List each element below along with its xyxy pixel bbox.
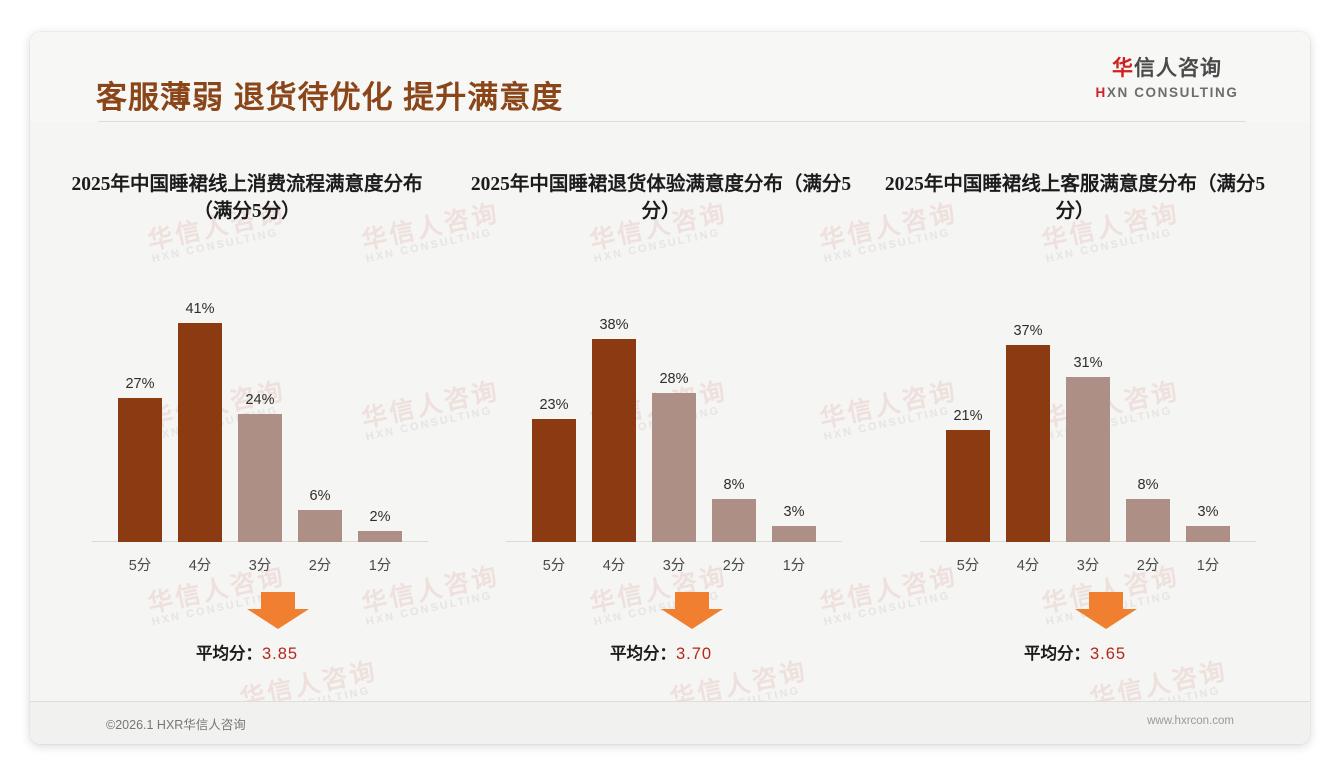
chart-title: 2025年中国睡裙退货体验满意度分布（满分5分）	[470, 174, 852, 222]
bar	[1126, 499, 1170, 542]
bar-value-label: 8%	[723, 477, 745, 493]
category-label: 5分	[542, 558, 566, 574]
bar-plot-area: 27% 5分 41% 4分 24% 3分 6% 2分 2% 1分	[92, 301, 428, 574]
category-label: 2分	[1136, 558, 1160, 574]
average-label: 平均分：	[1023, 645, 1090, 663]
bar	[358, 531, 402, 542]
bar-value-label: 38%	[599, 317, 629, 333]
bar-value-label: 2%	[369, 509, 391, 525]
bar	[652, 393, 696, 542]
category-label: 3分	[248, 558, 272, 574]
bar-group: 21% 5分	[938, 302, 998, 574]
bar-value-label: 27%	[125, 376, 155, 392]
average-score: 平均分：3.65	[876, 640, 1274, 664]
bar	[592, 339, 636, 542]
chart-panel-service: 2025年中国睡裙线上客服满意度分布（满分5分） 21% 5分 37% 4分 31% 3分…	[876, 172, 1274, 672]
header-divider	[98, 121, 1246, 122]
bar-value-label: 41%	[185, 301, 215, 317]
bar	[1006, 345, 1050, 542]
copyright-text: ©2026.1 HXR华信人咨询	[106, 718, 246, 732]
category-label: 2分	[308, 558, 332, 574]
bar-value-label: 21%	[953, 408, 983, 424]
bar	[532, 419, 576, 542]
slide-header: 客服薄弱 退货待优化 提升满意度 华信人咨询 HXN CONSULTING	[30, 32, 1310, 122]
category-label: 1分	[368, 558, 392, 574]
bar	[178, 323, 222, 542]
down-arrow-icon	[247, 592, 309, 629]
bar-plot-area: 21% 5分 37% 4分 31% 3分 8% 2分 3% 1分	[920, 302, 1256, 574]
average-value: 3.85	[261, 645, 299, 663]
chart-panel-consumption: 2025年中国睡裙线上消费流程满意度分布（满分5分） 27% 5分 41% 4分 24%…	[48, 172, 446, 672]
bar-plot-area: 23% 5分 38% 4分 28% 3分 8% 2分 3% 1分	[506, 302, 842, 574]
average-value: 3.70	[675, 645, 713, 663]
average-score: 平均分：3.70	[462, 640, 860, 664]
category-label: 3分	[1076, 558, 1100, 574]
logo-chinese-text: 华信人咨询	[1092, 58, 1242, 79]
average-value: 3.65	[1089, 645, 1127, 663]
bar-value-label: 37%	[1013, 323, 1043, 339]
bar-group: 2% 1分	[350, 302, 410, 574]
bar-group: 38% 4分	[584, 302, 644, 574]
page-title: 客服薄弱 退货待优化 提升满意度	[96, 80, 564, 115]
bar-value-label: 3%	[1197, 504, 1219, 520]
slide-canvas: 客服薄弱 退货待优化 提升满意度 华信人咨询 HXN CONSULTING 华信…	[30, 32, 1310, 744]
arrow-container	[48, 592, 446, 635]
average-label: 平均分：	[609, 645, 676, 663]
logo-cn-red-char: 华	[1112, 57, 1134, 80]
down-arrow-icon	[661, 592, 723, 629]
category-label: 4分	[1016, 558, 1040, 574]
arrow-container	[876, 592, 1274, 635]
arrow-container	[462, 592, 860, 635]
bar	[772, 526, 816, 542]
bar-value-label: 3%	[783, 504, 805, 520]
logo-en-red-char: H	[1095, 85, 1107, 100]
bar-group: 8% 2分	[704, 302, 764, 574]
logo-english-text: HXN CONSULTING	[1092, 86, 1242, 100]
website-url[interactable]: www.hxrcon.com	[1147, 715, 1234, 727]
chart-panel-return: 2025年中国睡裙退货体验满意度分布（满分5分） 23% 5分 38% 4分 28% 3分…	[462, 172, 860, 672]
average-score: 平均分：3.85	[48, 640, 446, 664]
chart-title: 2025年中国睡裙线上消费流程满意度分布（满分5分）	[71, 174, 423, 222]
category-label: 5分	[956, 558, 980, 574]
bar-value-label: 24%	[245, 392, 275, 408]
bar-group: 6% 2分	[290, 302, 350, 574]
bar-group: 24% 3分	[230, 302, 290, 574]
category-label: 1分	[1196, 558, 1220, 574]
category-label: 4分	[188, 558, 212, 574]
category-label: 4分	[602, 558, 626, 574]
bar-value-label: 31%	[1073, 355, 1103, 371]
bar	[1186, 526, 1230, 542]
bar	[298, 510, 342, 542]
footer-bar: ©2026.1 HXR华信人咨询 www.hxrcon.com	[30, 701, 1310, 744]
bar-group: 37% 4分	[998, 302, 1058, 574]
chart-title: 2025年中国睡裙线上客服满意度分布（满分5分）	[884, 174, 1266, 222]
logo-cn-rest: 信人咨询	[1134, 57, 1222, 80]
bar-group: 3% 1分	[1178, 302, 1238, 574]
bar	[118, 398, 162, 542]
category-label: 3分	[662, 558, 686, 574]
down-arrow-icon	[1075, 592, 1137, 629]
bar	[238, 414, 282, 542]
bar-value-label: 6%	[309, 488, 331, 504]
company-logo: 华信人咨询 HXN CONSULTING	[1092, 58, 1242, 100]
bar-value-label: 23%	[539, 397, 569, 413]
bar	[946, 430, 990, 542]
logo-en-rest: XN CONSULTING	[1106, 85, 1239, 100]
average-label: 平均分：	[195, 645, 262, 663]
bar-group: 28% 3分	[644, 302, 704, 574]
bar-group: 23% 5分	[524, 302, 584, 574]
category-label: 2分	[722, 558, 746, 574]
bar	[712, 499, 756, 542]
bar	[1066, 377, 1110, 542]
bar-group: 8% 2分	[1118, 302, 1178, 574]
bar-group: 41% 4分	[170, 301, 230, 574]
category-label: 1分	[782, 558, 806, 574]
bar-group: 3% 1分	[764, 302, 824, 574]
bar-value-label: 28%	[659, 371, 689, 387]
bar-group: 27% 5分	[110, 302, 170, 574]
bar-value-label: 8%	[1137, 477, 1159, 493]
category-label: 5分	[128, 558, 152, 574]
bar-group: 31% 3分	[1058, 302, 1118, 574]
